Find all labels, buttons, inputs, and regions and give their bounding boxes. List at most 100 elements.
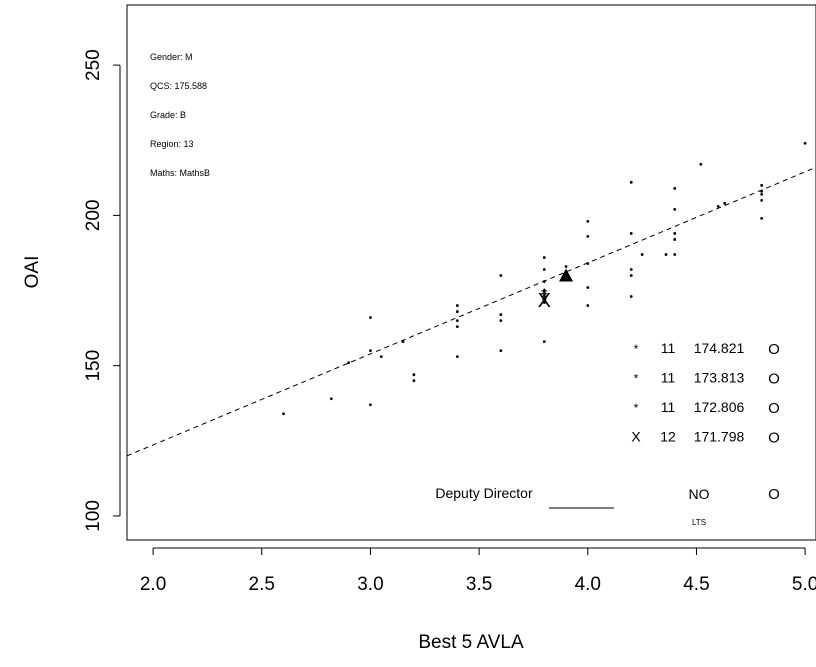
data-point [564, 265, 568, 268]
data-point [586, 220, 590, 223]
legend-count: 11 [661, 399, 676, 415]
legend-flag: O [768, 371, 780, 388]
y-tick-label: 100 [83, 500, 104, 532]
legend-count: 12 [660, 429, 676, 445]
data-point [542, 340, 546, 344]
plot-frame [126, 4, 816, 541]
data-point [760, 198, 764, 202]
data-point [664, 253, 668, 256]
data-point [673, 232, 677, 235]
data-point [542, 280, 546, 283]
x-tick-label: 5.0 [792, 574, 816, 595]
student-markers: ***X [538, 285, 551, 312]
data-point [499, 319, 503, 322]
info-line: Grade: B [150, 110, 186, 120]
highlight-group [559, 268, 574, 282]
data-point [542, 301, 546, 304]
footer-row: Deputy Director NO O LTS [435, 485, 779, 527]
legend-count: 11 [661, 370, 676, 386]
data-point [673, 186, 677, 190]
data-point [760, 216, 764, 220]
info-line: Region: 13 [150, 139, 194, 149]
info-line: QCS: 175.588 [150, 81, 207, 91]
data-point [369, 349, 372, 353]
data-point [379, 355, 383, 359]
data-point [673, 238, 677, 241]
data-point [760, 183, 764, 187]
data-point [412, 379, 416, 383]
x-tick-label: 4.0 [575, 574, 601, 595]
legend-table: * 11 174.821 O * 11 173.813 O * 11 172.806 O X 12 171.… [631, 340, 780, 447]
legend-value: 171.798 [694, 429, 745, 445]
legend-symbol: * [634, 342, 639, 356]
x-tick-label: 2.0 [140, 574, 166, 595]
data-point [499, 313, 503, 316]
data-point [673, 207, 677, 211]
data-point [401, 340, 405, 344]
data-points [282, 141, 807, 416]
student-x-marker: X [538, 290, 551, 312]
data-point [586, 286, 590, 289]
data-point [723, 201, 727, 205]
data-point [673, 253, 677, 256]
footer-label: Deputy Director [435, 485, 533, 501]
student-star-marker: * [541, 291, 548, 310]
y-tick-label: 150 [83, 350, 104, 382]
data-point [629, 268, 633, 271]
info-line: Maths: MathsB [150, 168, 210, 178]
legend-symbol: * [634, 401, 639, 415]
x-tick-label: 4.5 [683, 574, 709, 595]
legend-symbol: * [634, 372, 639, 386]
data-point [760, 192, 764, 196]
highlight-triangle [559, 268, 574, 282]
data-point [629, 274, 633, 277]
regression-line-group [126, 166, 816, 457]
data-point [455, 304, 459, 307]
y-tick-label: 200 [83, 200, 104, 232]
legend-value: 174.821 [694, 340, 745, 356]
regression-line [126, 166, 816, 457]
legend-symbol: X [631, 429, 641, 445]
legend-count: 11 [661, 340, 676, 356]
legend-flag: O [768, 400, 780, 417]
student-star-marker: * [541, 288, 548, 307]
data-point [760, 189, 764, 193]
student-star-marker: * [541, 285, 548, 304]
data-point [542, 289, 546, 292]
x-axis-label: Best 5 AVLA [418, 632, 524, 653]
data-point [629, 232, 633, 235]
x-tick-label: 2.5 [249, 574, 275, 595]
data-point [369, 316, 372, 319]
data-point [586, 304, 590, 307]
x-axis: 2.0 2.5 3.0 3.5 4.0 4.5 5.0 [140, 547, 816, 595]
data-point [640, 253, 644, 256]
info-panel: Gender: M QCS: 175.588 Grade: B Region: 13 M… [150, 52, 210, 178]
legend-value: 172.806 [694, 399, 745, 415]
y-axis: 100 150 200 250 [83, 49, 121, 532]
data-point [629, 180, 633, 184]
data-point [803, 141, 807, 145]
data-point [455, 355, 459, 359]
data-point [455, 310, 459, 313]
x-tick-label: 3.0 [357, 574, 383, 595]
data-point [716, 204, 720, 208]
y-axis-label: OAI [22, 256, 43, 289]
data-point [329, 397, 333, 401]
data-point [369, 403, 372, 407]
data-point [455, 325, 459, 329]
info-line: Gender: M [150, 52, 193, 62]
data-point [499, 349, 503, 353]
data-point [542, 256, 546, 259]
y-tick-label: 250 [83, 49, 104, 81]
x-tick-label: 3.5 [466, 574, 492, 595]
data-point [282, 412, 285, 416]
footer-status: NO [689, 486, 710, 502]
legend-flag: O [768, 430, 780, 447]
data-point [629, 295, 633, 298]
data-point [347, 361, 351, 365]
data-point [455, 319, 459, 322]
data-point [586, 262, 590, 265]
data-point [499, 274, 503, 277]
